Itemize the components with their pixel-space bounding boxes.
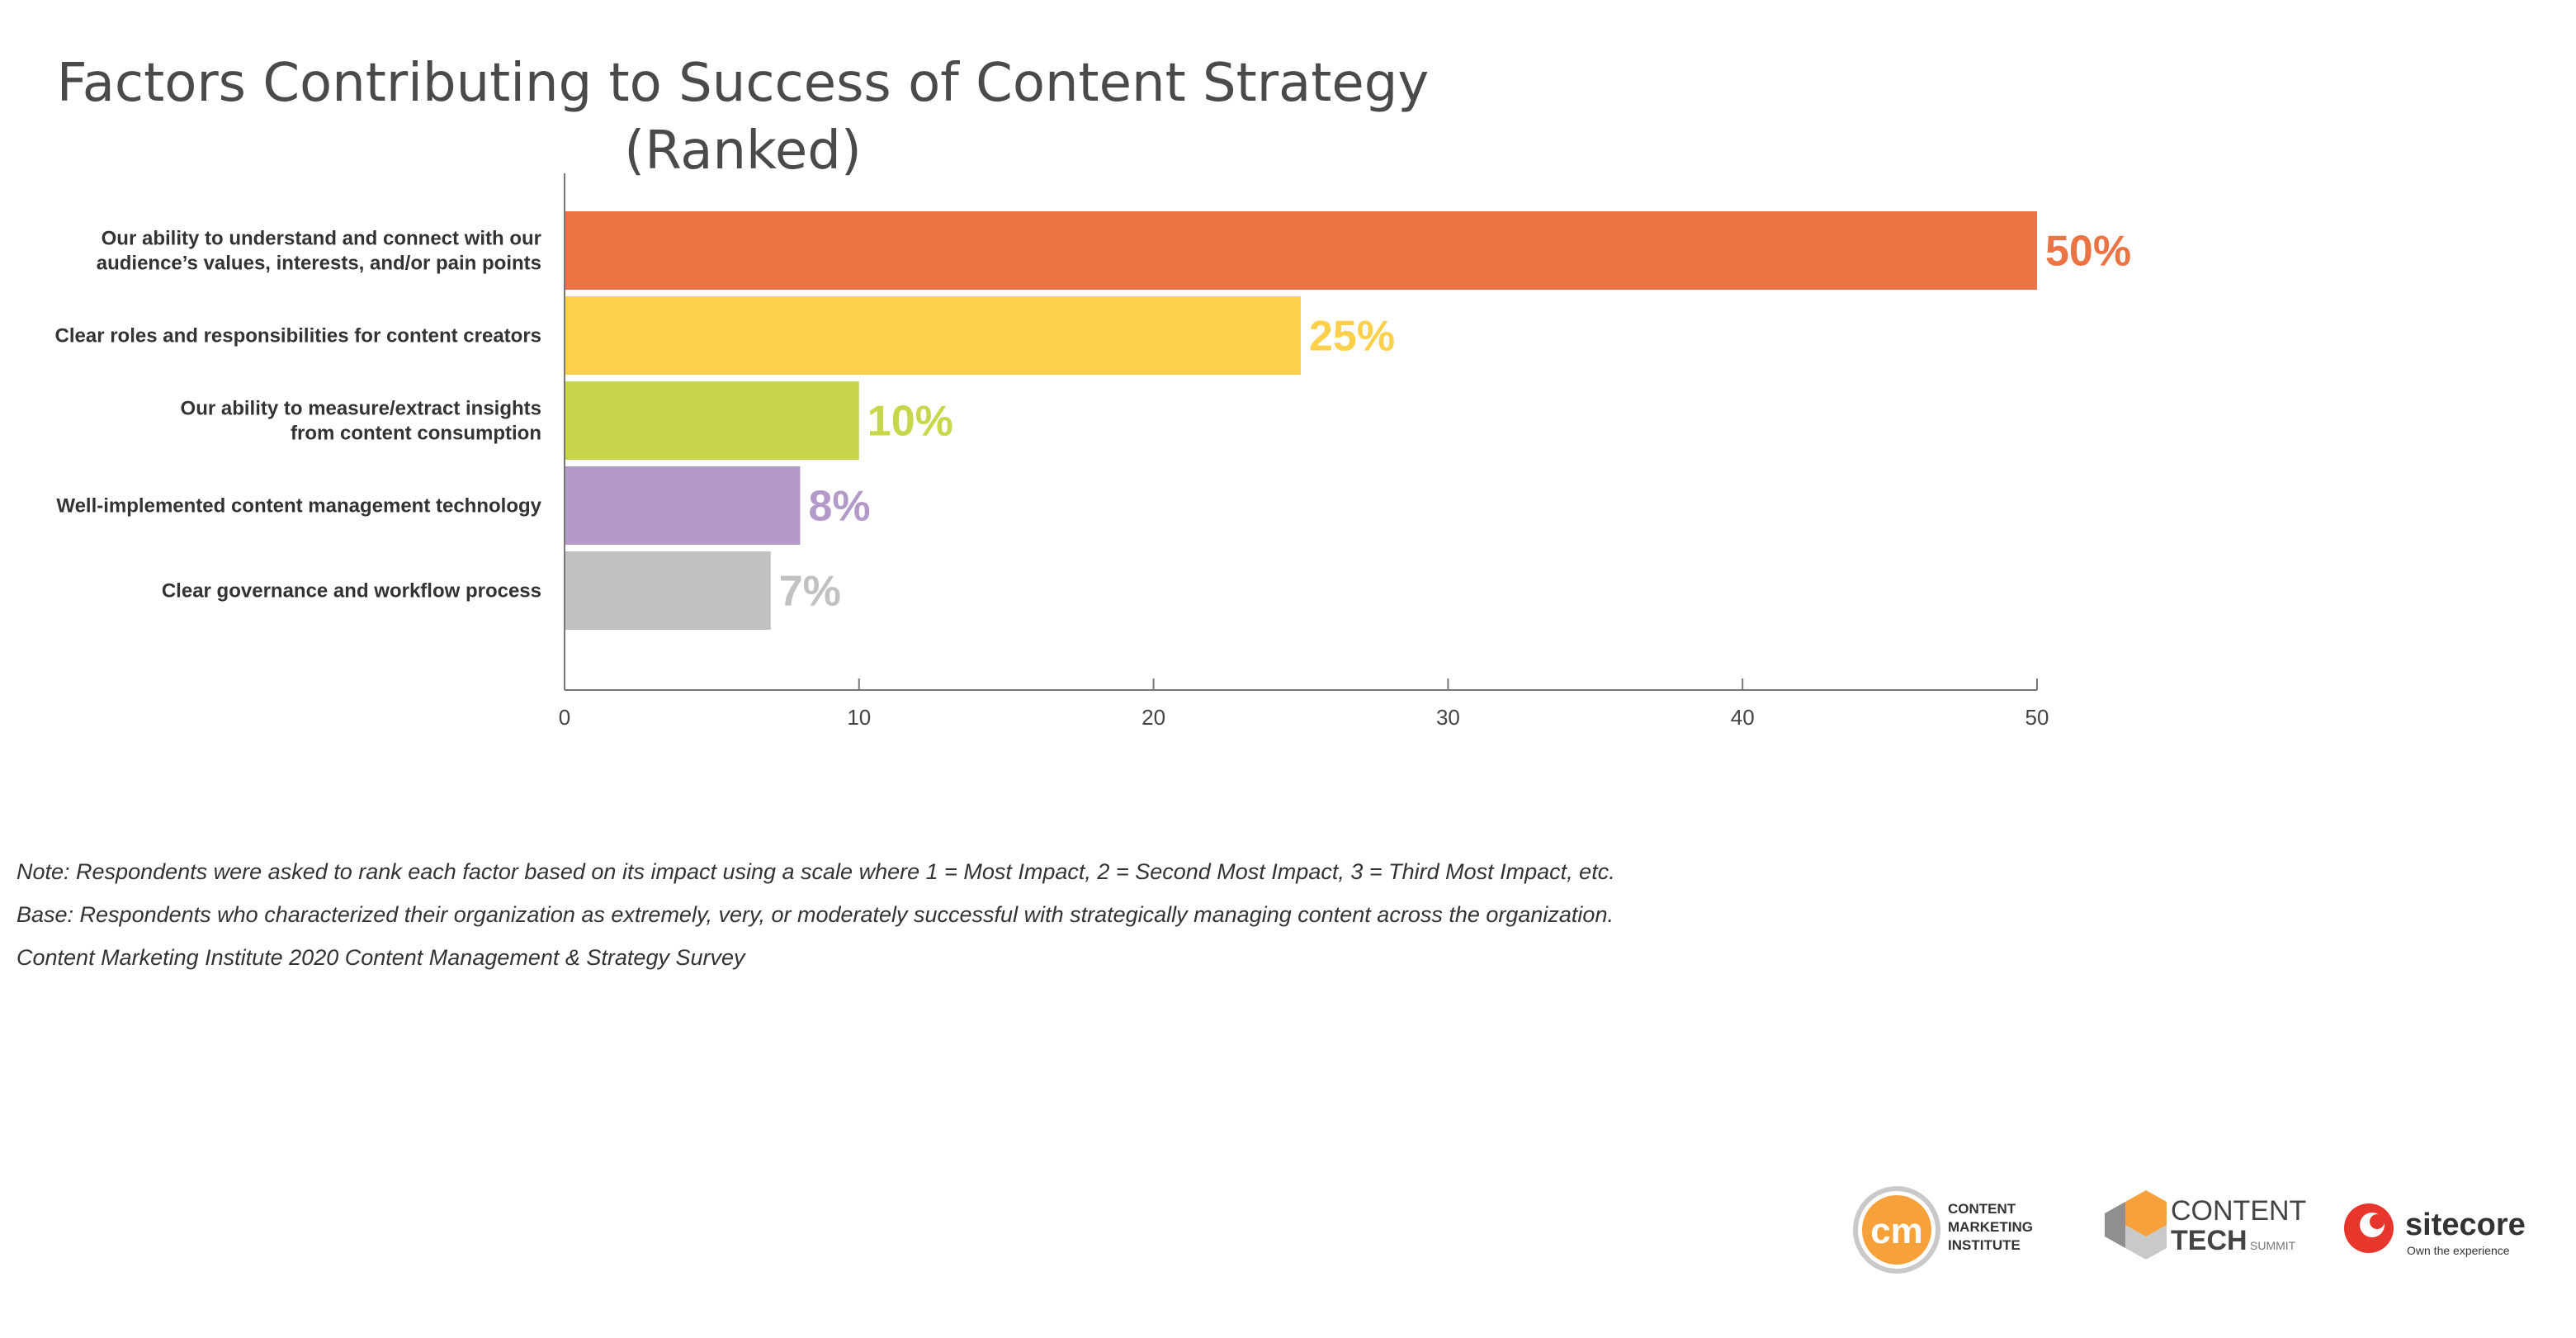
x-tick-label-5: 50: [2025, 705, 2049, 730]
bar-3: [565, 466, 801, 545]
chart-title-line2: (Ranked): [624, 121, 862, 182]
category-label-4: Clear governance and workflow process: [162, 580, 541, 603]
value-label-4: 7%: [779, 568, 841, 616]
x-tick-label-3: 30: [1436, 705, 1460, 730]
category-label-0-line1: audience’s values, interests, and/or pai…: [97, 253, 541, 275]
value-label-0: 50%: [2045, 228, 2131, 276]
cmi-logo-line2: MARKETING: [1948, 1219, 2033, 1235]
x-tick-label-4: 40: [1731, 705, 1755, 730]
x-tick-label-2: 20: [1141, 705, 1165, 730]
category-label-1: Clear roles and responsibilities for con…: [55, 325, 542, 348]
bar-2: [565, 381, 859, 460]
cmi-logo: cm CONTENT MARKETING INSTITUTE: [1849, 1180, 2063, 1279]
category-label-2-line1: from content consumption: [291, 423, 541, 445]
sitecore-name: sitecore: [2405, 1208, 2526, 1242]
bar-0: [565, 211, 2037, 290]
bars-group: 50% Our ability to understand and connect…: [55, 211, 2131, 630]
base-text: Base: Respondents who characterized thei…: [17, 902, 1614, 927]
cmi-logo-mark: cm: [1870, 1211, 1923, 1251]
logos-row: cm CONTENT MARKETING INSTITUTE CONTENT T…: [1849, 1180, 2559, 1279]
cts-line1: CONTENT: [2171, 1195, 2306, 1227]
cmi-logo-line3: INSTITUTE: [1948, 1237, 2021, 1253]
note-text: Note: Respondents were asked to rank eac…: [17, 859, 1615, 884]
chart-title-line1: Factors Contributing to Success of Conte…: [56, 53, 1430, 114]
value-label-2: 10%: [867, 398, 953, 446]
cmi-logo-line1: CONTENT: [1948, 1201, 2016, 1217]
category-label-2-line0: Our ability to measure/extract insights: [181, 398, 541, 420]
category-label-3: Well-implemented content management tech…: [56, 495, 541, 518]
notes-block: Note: Respondents were asked to rank eac…: [17, 850, 1615, 979]
category-label-0-line0: Our ability to understand and connect wi…: [102, 228, 541, 250]
bar-chart: 50% Our ability to understand and connect…: [55, 173, 2131, 730]
cmi-logo-icon: cm CONTENT MARKETING INSTITUTE: [1853, 1186, 2033, 1274]
cts-line2: TECH: [2171, 1225, 2248, 1256]
sitecore-logo: sitecore Own the experience: [2336, 1180, 2550, 1279]
x-ticks-group: 0 10 20 30 40 50: [559, 678, 2049, 730]
value-label-1: 25%: [1309, 313, 1395, 361]
x-tick-label-0: 0: [559, 705, 570, 730]
content-tech-summit-logo: CONTENT TECH SUMMIT: [2080, 1180, 2328, 1279]
sitecore-logo-icon: sitecore Own the experience: [2344, 1203, 2526, 1257]
sitecore-tagline: Own the experience: [2407, 1244, 2510, 1257]
content-tech-summit-icon: CONTENT TECH SUMMIT: [2105, 1190, 2306, 1260]
source-text: Content Marketing Institute 2020 Content…: [17, 945, 745, 970]
bar-4: [565, 551, 771, 630]
bar-1: [565, 296, 1301, 375]
x-tick-label-1: 10: [847, 705, 871, 730]
cts-line3: SUMMIT: [2250, 1239, 2296, 1252]
value-label-3: 8%: [808, 483, 870, 531]
